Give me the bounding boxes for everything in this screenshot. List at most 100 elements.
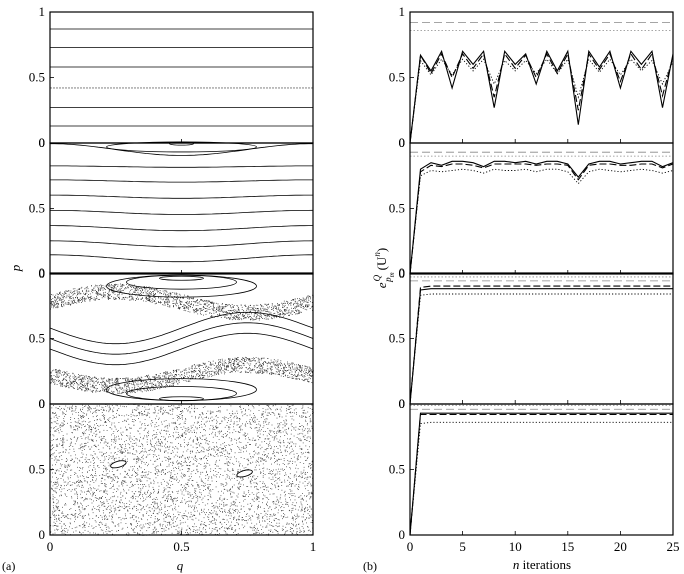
chaotic-point bbox=[256, 313, 258, 314]
chaotic-point bbox=[307, 509, 309, 510]
chaotic-point bbox=[239, 407, 241, 408]
chaotic-point bbox=[117, 286, 119, 287]
chaotic-point bbox=[178, 527, 180, 529]
chaotic-point bbox=[149, 506, 151, 508]
chaotic-point bbox=[156, 385, 157, 387]
chaotic-point bbox=[281, 373, 283, 375]
chaotic-point bbox=[296, 379, 298, 380]
chaotic-point bbox=[132, 297, 133, 299]
chaotic-point bbox=[80, 293, 82, 295]
chaotic-point bbox=[276, 315, 278, 316]
chaotic-point bbox=[240, 371, 242, 373]
chaotic-point bbox=[155, 383, 157, 385]
chaotic-point bbox=[172, 292, 174, 293]
chaotic-point bbox=[101, 522, 103, 524]
chaotic-point bbox=[166, 371, 168, 373]
chaotic-point bbox=[147, 409, 149, 410]
chaotic-point bbox=[282, 373, 284, 375]
chaotic-point bbox=[238, 362, 240, 364]
chaotic-point bbox=[241, 358, 243, 360]
chaotic-point bbox=[179, 307, 181, 309]
chaotic-point bbox=[177, 417, 178, 418]
chaotic-point bbox=[226, 366, 227, 368]
chaotic-point bbox=[170, 373, 172, 375]
chaotic-point bbox=[108, 297, 110, 299]
chaotic-point bbox=[300, 366, 302, 368]
chaotic-point bbox=[213, 418, 215, 420]
chaotic-point bbox=[101, 382, 102, 384]
chaotic-point bbox=[226, 366, 228, 367]
chaotic-point bbox=[61, 305, 62, 307]
chaotic-point bbox=[76, 382, 77, 383]
chaotic-point bbox=[136, 288, 138, 290]
chaotic-point bbox=[193, 297, 194, 299]
chaotic-point bbox=[86, 286, 88, 288]
chaotic-point bbox=[278, 307, 280, 309]
chaotic-point bbox=[116, 416, 117, 418]
chaotic-point bbox=[287, 438, 288, 440]
chaotic-point bbox=[294, 369, 296, 371]
chaotic-point bbox=[133, 287, 134, 288]
chaotic-point bbox=[237, 370, 239, 372]
chaotic-point bbox=[145, 293, 147, 295]
chaotic-point bbox=[124, 389, 126, 391]
chaotic-point bbox=[311, 492, 313, 494]
chaotic-point bbox=[199, 414, 201, 415]
chaotic-point bbox=[106, 529, 107, 530]
chaotic-point bbox=[102, 289, 104, 291]
chaotic-point bbox=[232, 486, 233, 487]
chaotic-point bbox=[65, 290, 67, 292]
chaotic-point bbox=[108, 381, 110, 382]
chaotic-point bbox=[103, 296, 104, 298]
chaotic-point bbox=[178, 380, 180, 382]
chaotic-point bbox=[197, 308, 199, 310]
chaotic-point bbox=[230, 364, 232, 365]
chaotic-point bbox=[217, 314, 219, 315]
chaotic-point bbox=[100, 288, 102, 289]
chaotic-point bbox=[56, 371, 57, 373]
chaotic-point bbox=[197, 313, 199, 315]
chaotic-point bbox=[137, 468, 138, 469]
chaotic-point bbox=[291, 310, 292, 312]
chaotic-point bbox=[237, 518, 239, 520]
chaotic-point bbox=[262, 306, 264, 308]
chaotic-point bbox=[253, 309, 254, 311]
chaotic-point bbox=[240, 304, 242, 306]
chaotic-point bbox=[296, 458, 298, 460]
chaotic-point bbox=[153, 377, 155, 378]
chaotic-point bbox=[247, 307, 249, 308]
chaotic-point bbox=[103, 409, 105, 411]
chaotic-point bbox=[262, 308, 264, 309]
chaotic-point bbox=[250, 310, 251, 312]
chaotic-point bbox=[64, 530, 65, 532]
chaotic-point bbox=[211, 448, 212, 450]
chaotic-point bbox=[169, 306, 171, 308]
chaotic-point bbox=[141, 291, 142, 293]
chaotic-point bbox=[307, 472, 308, 473]
chaotic-point bbox=[121, 528, 123, 530]
chaotic-point bbox=[267, 363, 268, 365]
chaotic-point bbox=[180, 456, 182, 458]
chaotic-point bbox=[284, 305, 286, 306]
chaotic-point bbox=[222, 306, 223, 308]
chaotic-point bbox=[183, 308, 185, 309]
chaotic-point bbox=[78, 459, 80, 461]
chaotic-point bbox=[142, 445, 144, 447]
chaotic-point bbox=[74, 293, 76, 295]
chaotic-point bbox=[68, 293, 70, 295]
chaotic-point bbox=[218, 373, 219, 374]
chaotic-point bbox=[222, 360, 223, 362]
chaotic-point bbox=[58, 416, 60, 417]
chaotic-point bbox=[192, 371, 193, 373]
chaotic-point bbox=[158, 491, 159, 493]
chaotic-point bbox=[61, 383, 62, 385]
chaotic-point bbox=[146, 381, 147, 383]
chaotic-point bbox=[125, 287, 126, 288]
chaotic-point bbox=[260, 365, 262, 367]
chaotic-point bbox=[154, 296, 156, 298]
chaotic-point bbox=[97, 388, 98, 389]
chaotic-point bbox=[253, 359, 255, 361]
chaotic-point bbox=[209, 446, 211, 448]
chaotic-point bbox=[144, 381, 146, 383]
chaotic-point bbox=[123, 384, 125, 386]
